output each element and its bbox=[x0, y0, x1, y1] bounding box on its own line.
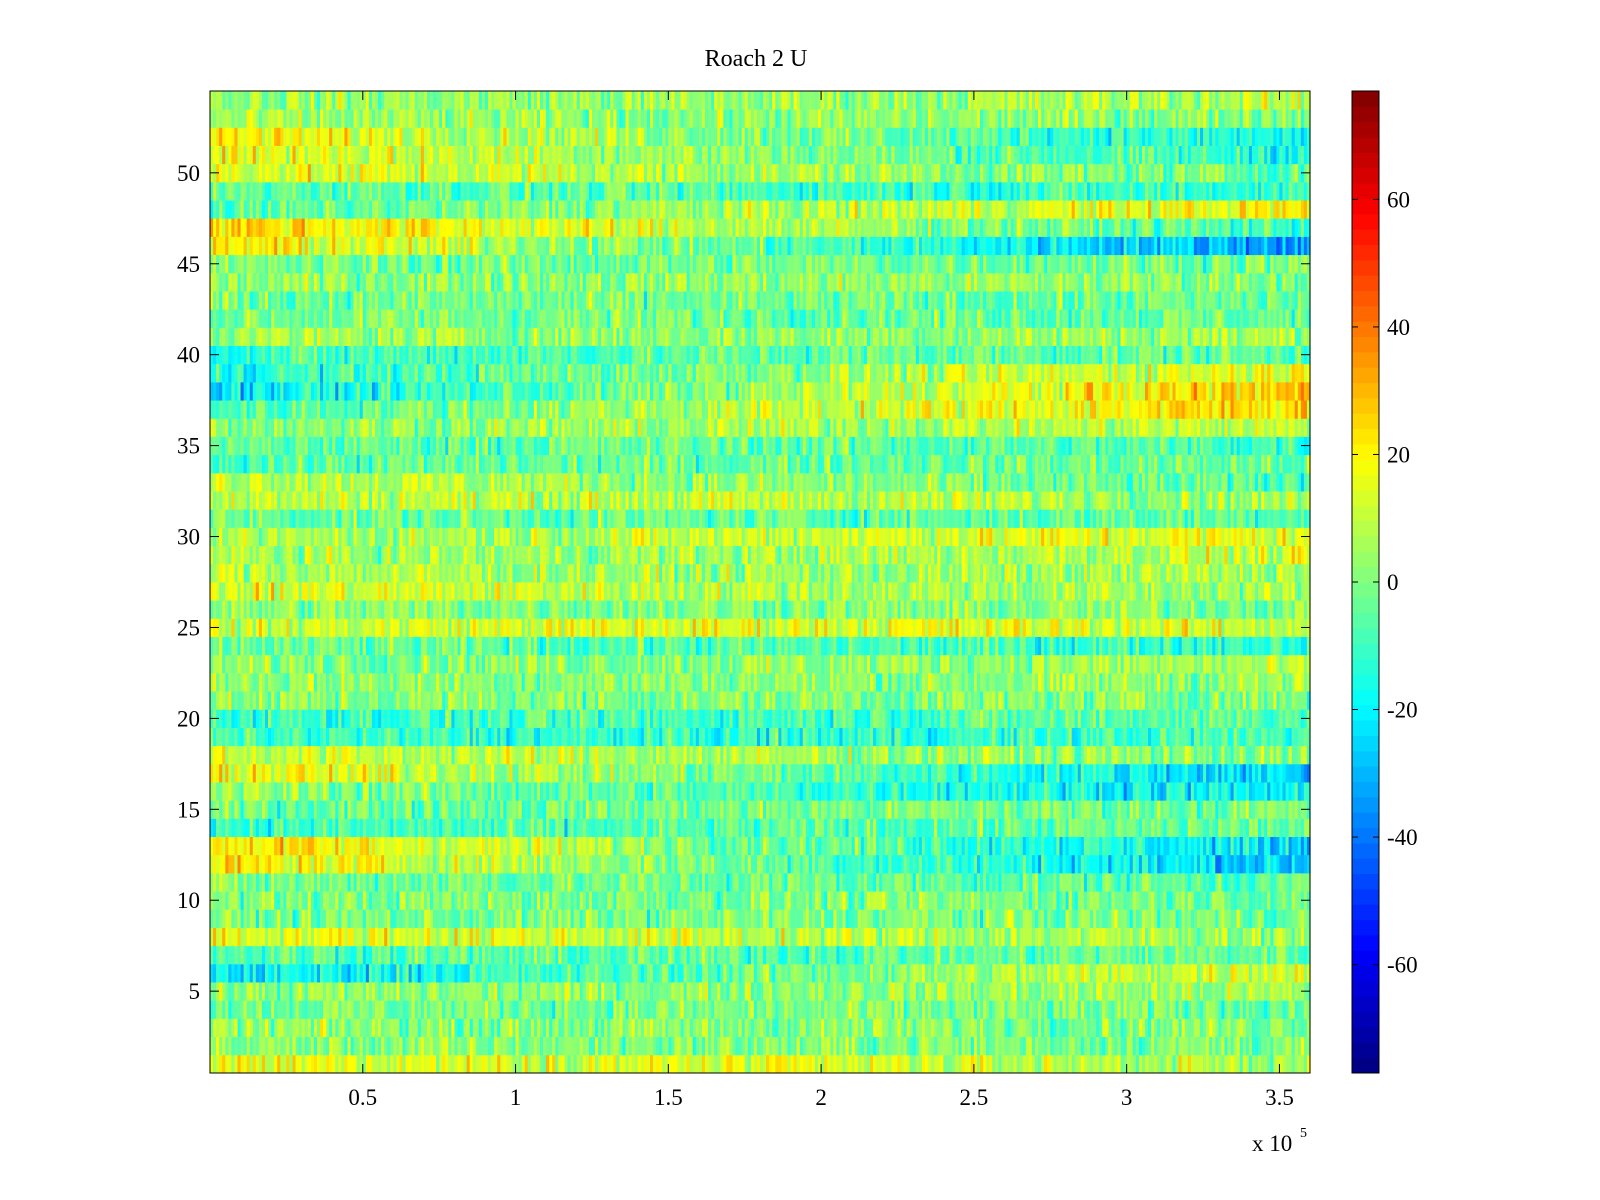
heatmap-row bbox=[210, 1055, 1311, 1074]
heatmap-row bbox=[210, 837, 1311, 856]
heatmap-row bbox=[210, 873, 1311, 892]
heatmap-row bbox=[210, 855, 1311, 874]
heatmap-chart: Roach 2 U 0.5 1 1.5 2 2.5 3 3.5 51015202530354… bbox=[0, 0, 1600, 1200]
figure: Roach 2 U 0.5 1 1.5 2 2.5 3 3.5 5 10 15 20 25 30 35 4… bbox=[0, 0, 1600, 1200]
heatmap-row bbox=[210, 946, 1311, 965]
heatmap-row bbox=[210, 891, 1311, 910]
heatmap-cells bbox=[210, 91, 1311, 1073]
heatmap-row bbox=[210, 982, 1311, 1001]
heatmap-row bbox=[210, 818, 1311, 837]
heatmap-row bbox=[210, 909, 1311, 928]
heatmap-row bbox=[210, 928, 1311, 947]
heatmap-row bbox=[210, 1018, 1311, 1037]
chart-title: Roach 2 U bbox=[705, 46, 808, 72]
heatmap-row bbox=[210, 1000, 1311, 1019]
heatmap-row bbox=[210, 964, 1311, 983]
heatmap-row bbox=[210, 1037, 1311, 1056]
